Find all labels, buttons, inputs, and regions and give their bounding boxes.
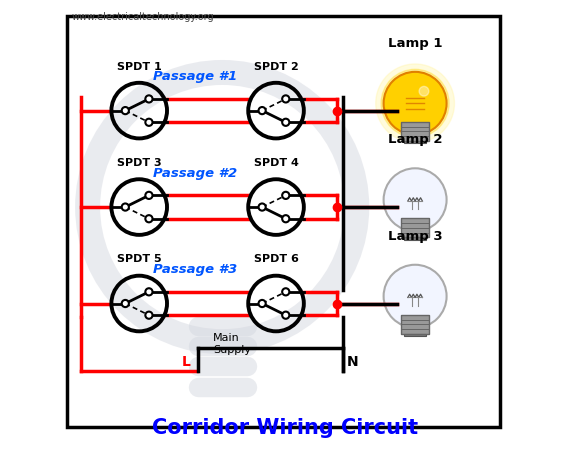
Text: Main
Supply: Main Supply (213, 333, 251, 355)
Circle shape (122, 300, 129, 307)
Circle shape (384, 168, 446, 231)
Polygon shape (401, 315, 430, 317)
Circle shape (145, 192, 153, 199)
Text: Passage #3: Passage #3 (153, 263, 237, 276)
Bar (401, 315, 429, 334)
Text: N: N (347, 356, 359, 369)
Bar (405, 141, 426, 143)
Text: Lamp 3: Lamp 3 (388, 230, 442, 243)
Circle shape (145, 95, 153, 103)
Text: Corridor Wiring Circuit: Corridor Wiring Circuit (152, 418, 418, 438)
Text: Lamp 1: Lamp 1 (388, 37, 442, 50)
Circle shape (419, 86, 429, 96)
Bar (405, 334, 426, 336)
Text: Lamp 2: Lamp 2 (388, 134, 442, 147)
Circle shape (259, 203, 266, 211)
Text: www.electricaltechnology.org: www.electricaltechnology.org (72, 12, 214, 22)
Circle shape (145, 288, 153, 295)
Polygon shape (401, 218, 430, 220)
Polygon shape (401, 122, 430, 124)
Circle shape (282, 192, 290, 199)
Text: SPDT 6: SPDT 6 (254, 255, 299, 265)
Text: L: L (182, 356, 191, 369)
Circle shape (376, 64, 454, 143)
Circle shape (145, 119, 153, 126)
Circle shape (122, 203, 129, 211)
Text: SPDT 1: SPDT 1 (117, 62, 161, 72)
Circle shape (381, 69, 449, 137)
Text: Passage #1: Passage #1 (153, 71, 237, 83)
Bar (401, 122, 429, 141)
Circle shape (282, 311, 290, 319)
Text: Passage #2: Passage #2 (153, 167, 237, 180)
Circle shape (259, 300, 266, 307)
Text: SPDT 2: SPDT 2 (254, 62, 299, 72)
Text: SPDT 5: SPDT 5 (117, 255, 161, 265)
Circle shape (145, 215, 153, 222)
Circle shape (282, 95, 290, 103)
Circle shape (282, 119, 290, 126)
Circle shape (145, 311, 153, 319)
Circle shape (384, 72, 446, 135)
Bar (405, 237, 426, 240)
Circle shape (282, 215, 290, 222)
Circle shape (259, 107, 266, 114)
Circle shape (122, 107, 129, 114)
Circle shape (384, 265, 446, 328)
Text: SPDT 3: SPDT 3 (117, 158, 161, 168)
Circle shape (282, 288, 290, 295)
Bar (401, 218, 429, 237)
Text: SPDT 4: SPDT 4 (254, 158, 299, 168)
